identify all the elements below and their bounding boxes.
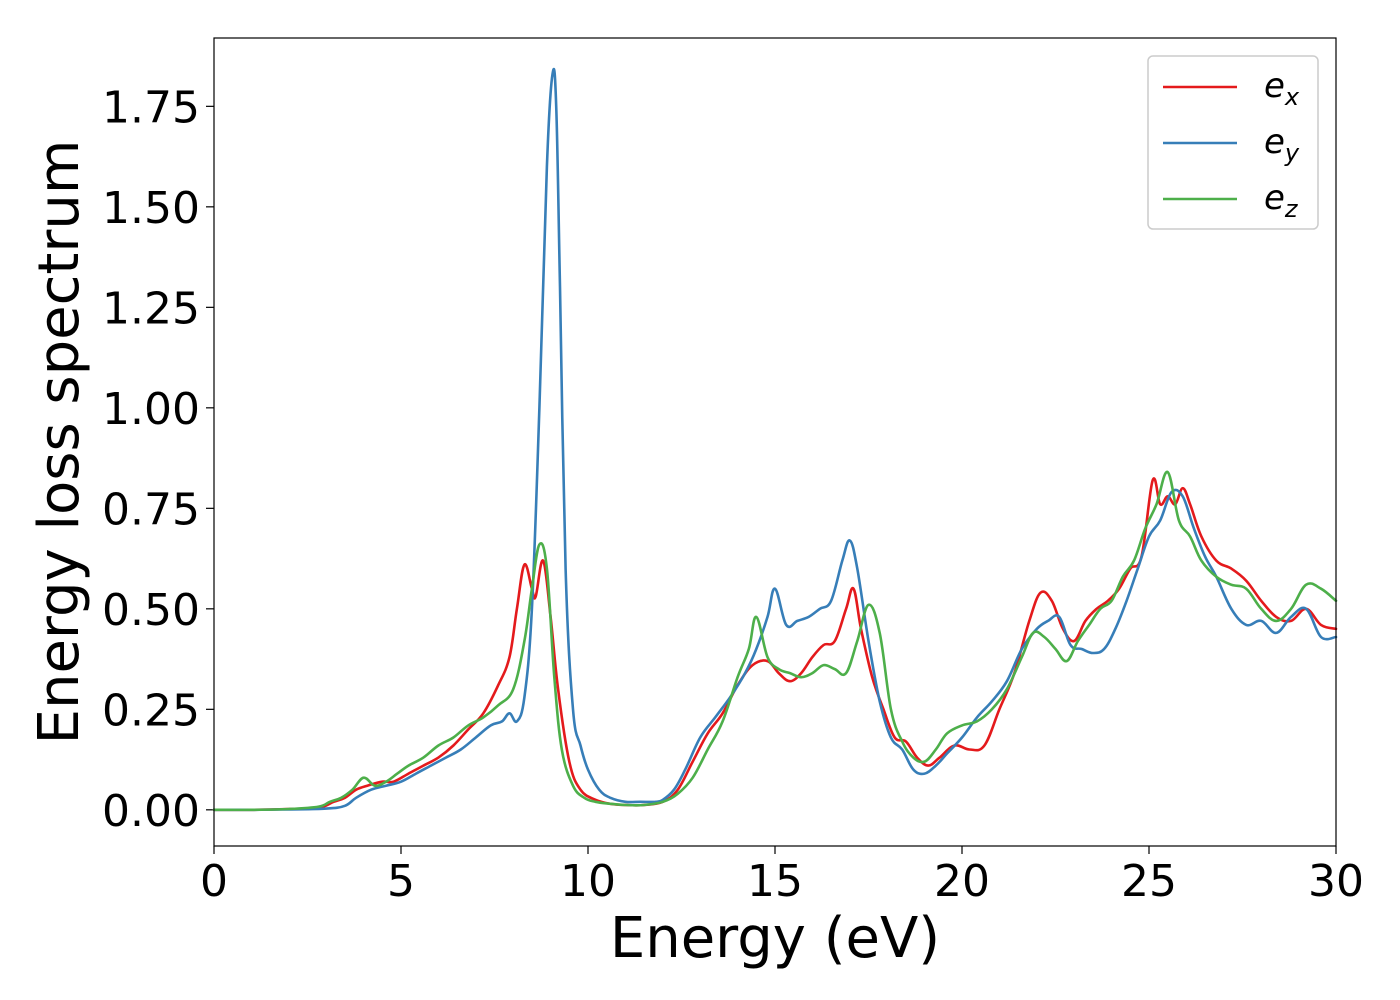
x-tick-label: 0 [200,856,228,907]
x-tick-label: 15 [747,856,803,907]
legend-label-z: ez [1264,178,1299,223]
y-tick-label: 0.25 [102,685,200,736]
x-tick-label: 20 [934,856,990,907]
x-tick-label: 5 [387,856,415,907]
plot-area-frame [213,37,1337,847]
legend-label-x: ex [1264,66,1300,111]
x-tick-label: 10 [560,856,616,907]
y-tick-label: 0.50 [102,585,200,636]
y-axis-label: Energy loss spectrum [27,140,92,745]
series-line-y [212,67,1338,812]
series-line-x [212,477,1338,812]
y-axis-ticks: 0.00 0.25 0.50 0.75 1.00 1.25 1.50 1.75 [102,82,214,837]
x-axis-label: Energy (eV) [610,906,940,971]
series-lines [212,67,1338,812]
y-tick-label: 1.75 [102,82,200,133]
y-tick-label: 1.00 [102,384,200,435]
x-axis-ticks: 0 5 10 15 20 25 30 [200,846,1364,907]
y-tick-label: 0.75 [102,484,200,535]
series-line-z [212,470,1338,812]
y-tick-label: 0.00 [102,786,200,837]
legend: ex ey ez [1147,55,1319,230]
x-tick-label: 25 [1121,856,1177,907]
y-tick-label: 1.25 [102,283,200,334]
legend-label-y: ey [1264,122,1300,167]
y-tick-label: 1.50 [102,183,200,234]
x-tick-label: 30 [1308,856,1364,907]
